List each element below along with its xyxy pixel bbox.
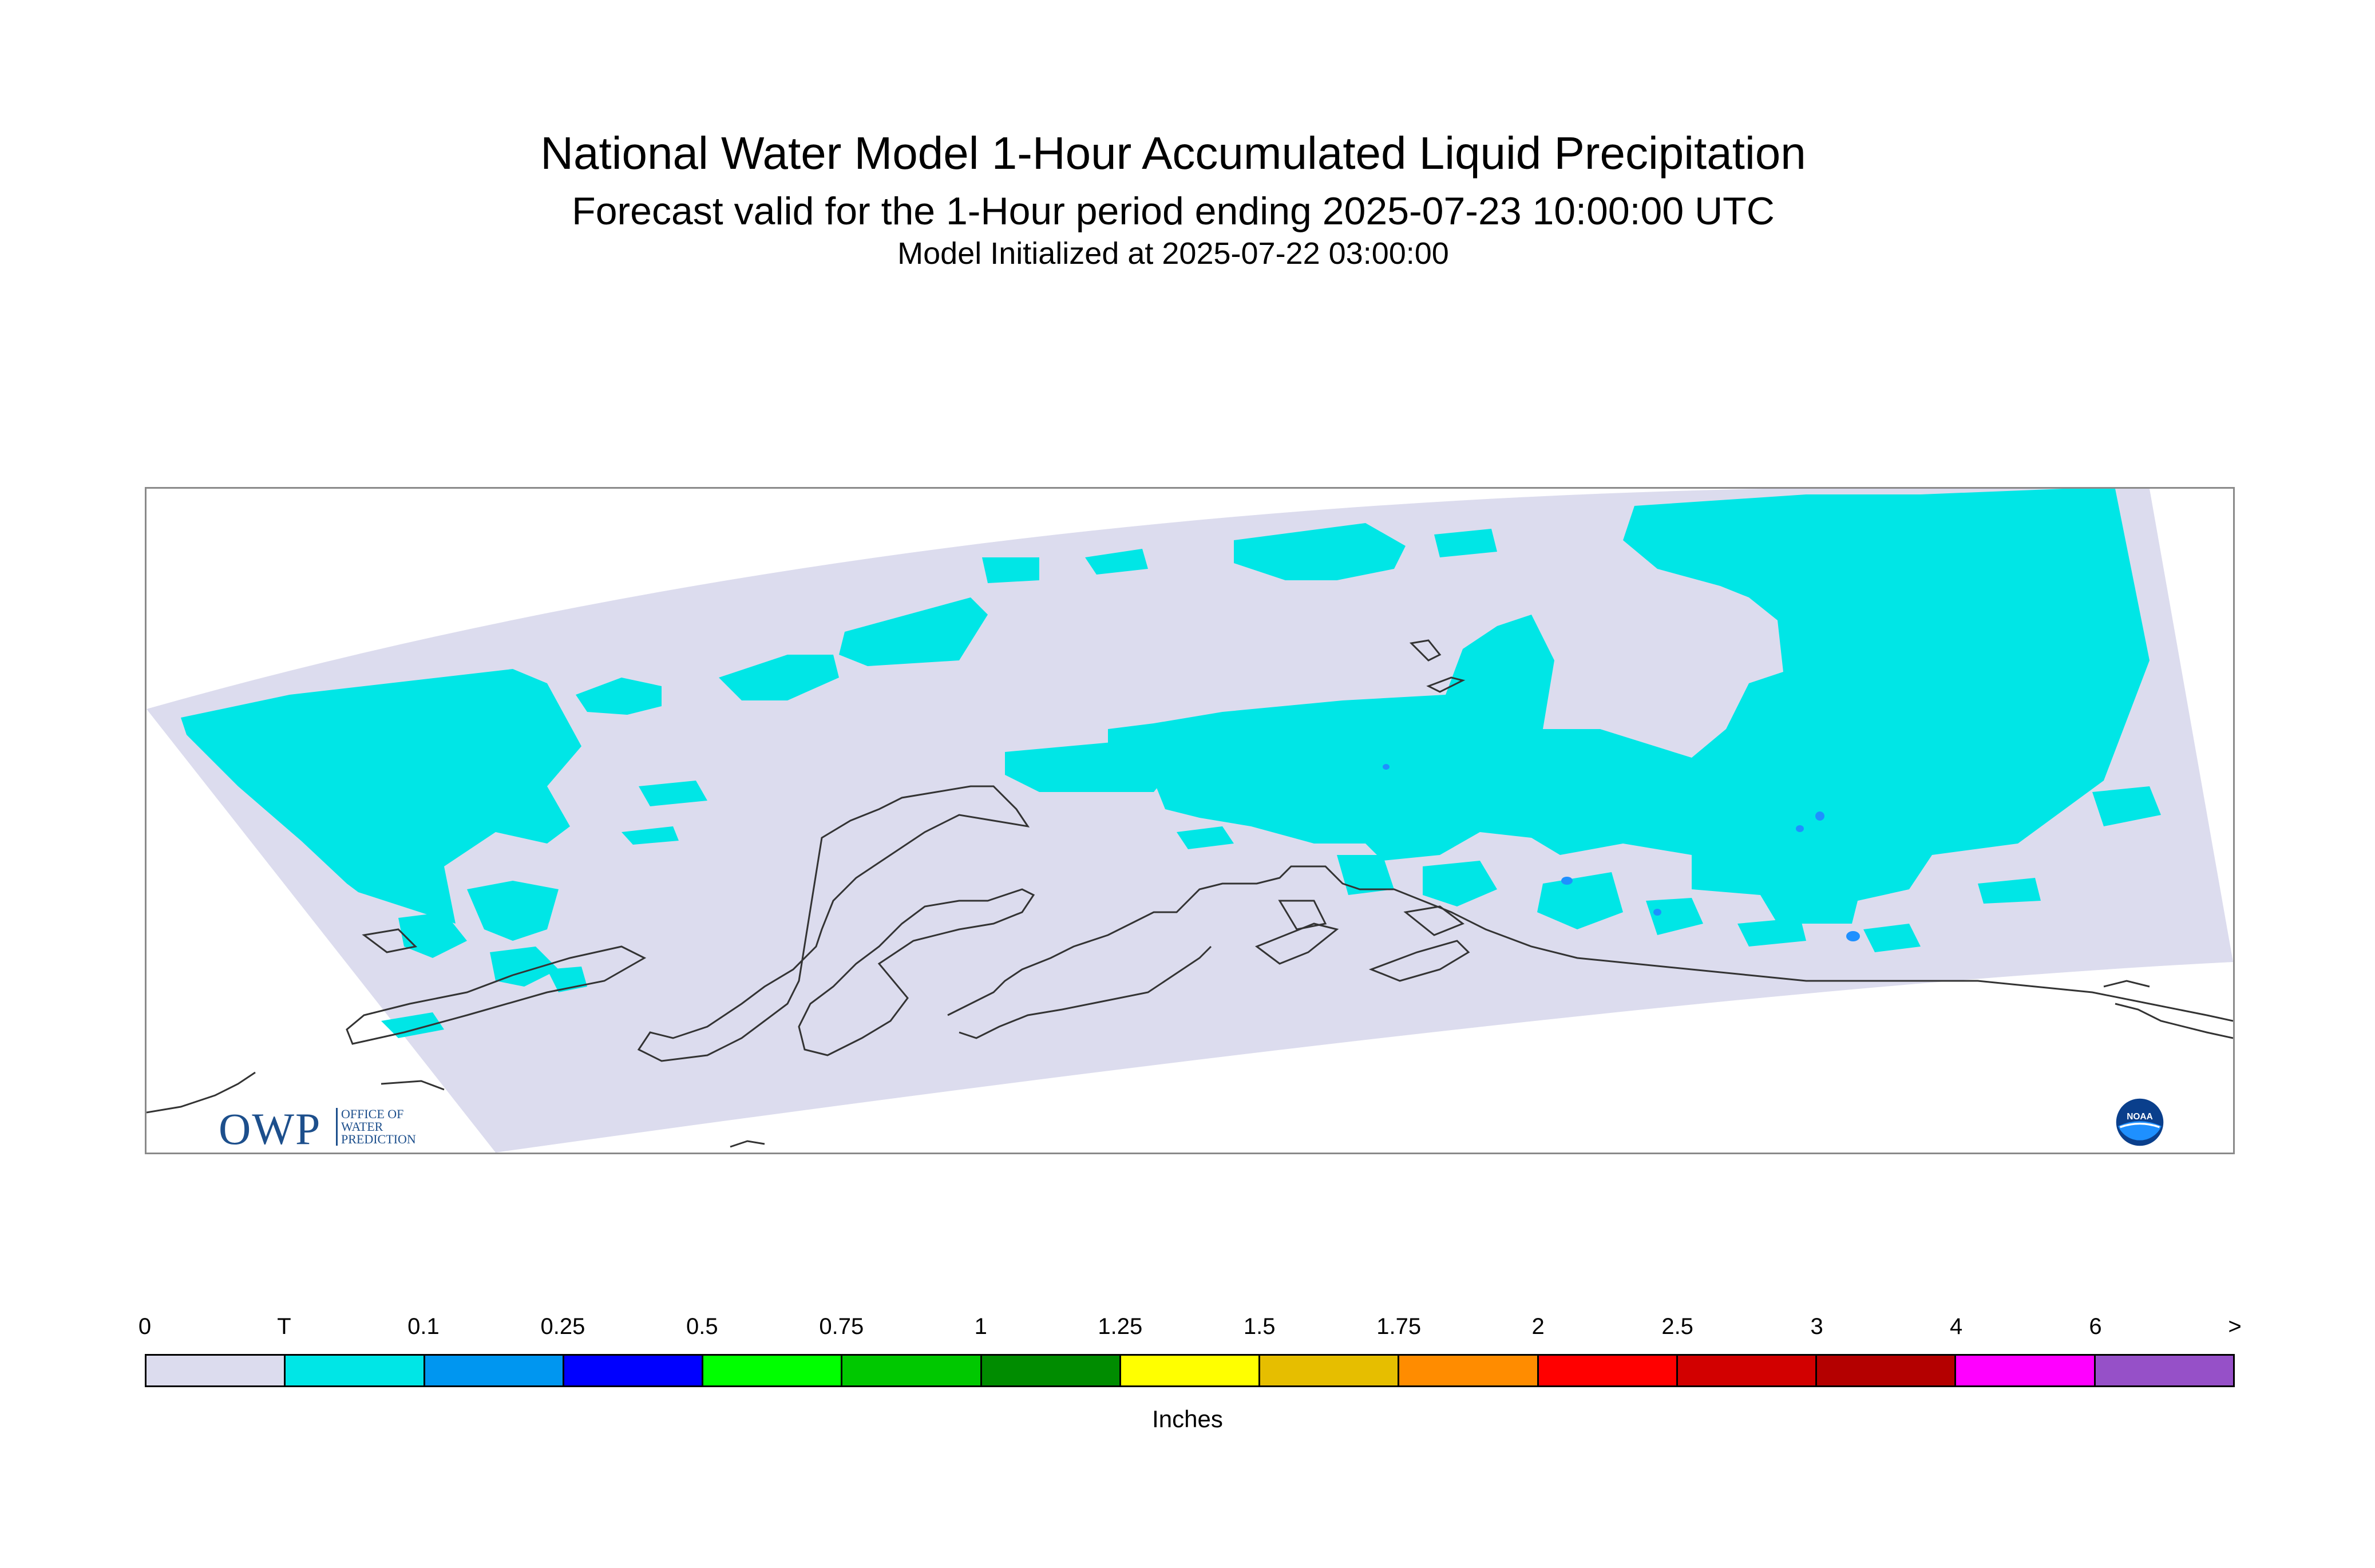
noaa-logo: NOAA [2116,1098,2164,1146]
coastlines [147,639,2233,1148]
legend-tick-label: 3 [1810,1314,1823,1339]
legend-swatch [703,1356,843,1385]
legend-tick-label: 0 [138,1314,152,1339]
legend-swatch [1956,1356,2096,1385]
owp-sub-line-1: OFFICE OF [341,1107,404,1121]
legend-swatch [1260,1356,1400,1385]
model-domain-area [147,489,2233,1153]
legend-tick-label: 1.75 [1376,1314,1422,1339]
legend-tick-label: 0.75 [819,1314,864,1339]
legend-tick-label: > [2228,1314,2242,1339]
legend-tick-label: 0.25 [540,1314,585,1339]
owp-logo-mark: OWP [219,1104,322,1154]
legend-swatch [1677,1356,1818,1385]
legend-swatch [564,1356,704,1385]
map-title: National Water Model 1-Hour Accumulated … [540,128,1806,179]
model-init-line: Model Initialized at 2025-07-22 03:00:00 [897,236,1449,271]
legend-tick-label: 0.5 [686,1314,718,1339]
owp-logo-subtext: OFFICE OF WATER PREDICTION [336,1108,416,1146]
legend-tick-labels: 0 T 0.1 0.25 0.5 0.75 1 1.25 1.5 1.75 2 2.5 3 4 6 > [0,1314,2375,1348]
legend-color-bar [145,1354,2235,1387]
legend-units-label: Inches [1152,1405,1223,1432]
legend-tick-label: 6 [2089,1314,2102,1339]
legend-swatch [1817,1356,1957,1385]
legend-tick-label: 1 [974,1314,987,1339]
legend-tick-label: 2.5 [1661,1314,1693,1339]
map-canvas [147,489,2233,1153]
legend-tick-label: 1.25 [1098,1314,1143,1339]
legend-tick-label: 0.1 [407,1314,440,1339]
legend-swatch [425,1356,564,1385]
legend-tick-label: T [277,1314,291,1339]
legend-swatch [147,1356,286,1385]
legend-tick-label: 2 [1531,1314,1545,1339]
legend-swatch [1121,1356,1261,1385]
legend-swatch [1538,1356,1678,1385]
tenth-inch-spots [1383,764,1860,941]
trace-precip-areas [181,489,2161,1038]
legend-swatch [981,1356,1121,1385]
legend-tick-label: 4 [1949,1314,1963,1339]
owp-sub-line-2: WATER [341,1119,383,1134]
legend-swatch [842,1356,982,1385]
precipitation-map [145,487,2235,1154]
owp-sub-line-3: PREDICTION [341,1132,416,1146]
legend-swatch [1399,1356,1539,1385]
forecast-valid-subtitle: Forecast valid for the 1-Hour period end… [572,189,1775,233]
legend-swatch [2095,1356,2233,1385]
owp-logo: OWP OFFICE OF WATER PREDICTION [219,1103,436,1155]
noaa-logo-text: NOAA [2127,1112,2153,1122]
legend-swatch [286,1356,425,1385]
legend-tick-label: 1.5 [1243,1314,1276,1339]
